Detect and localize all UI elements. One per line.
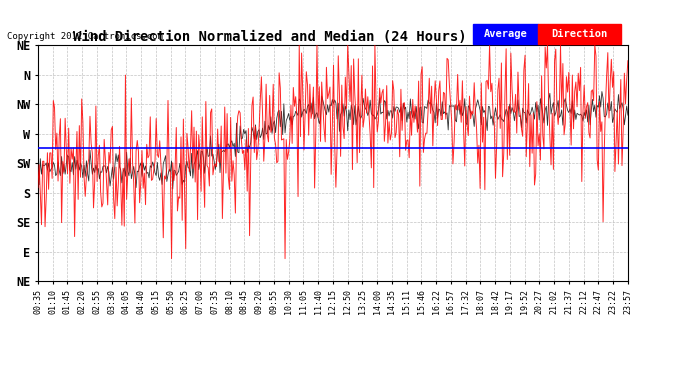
Title: Wind Direction Normalized and Median (24 Hours) (New) 20120816: Wind Direction Normalized and Median (24… xyxy=(73,30,593,44)
Text: Average: Average xyxy=(484,29,527,39)
Text: Direction: Direction xyxy=(551,29,608,39)
Text: Copyright 2012 Cartronics.com: Copyright 2012 Cartronics.com xyxy=(7,32,163,41)
